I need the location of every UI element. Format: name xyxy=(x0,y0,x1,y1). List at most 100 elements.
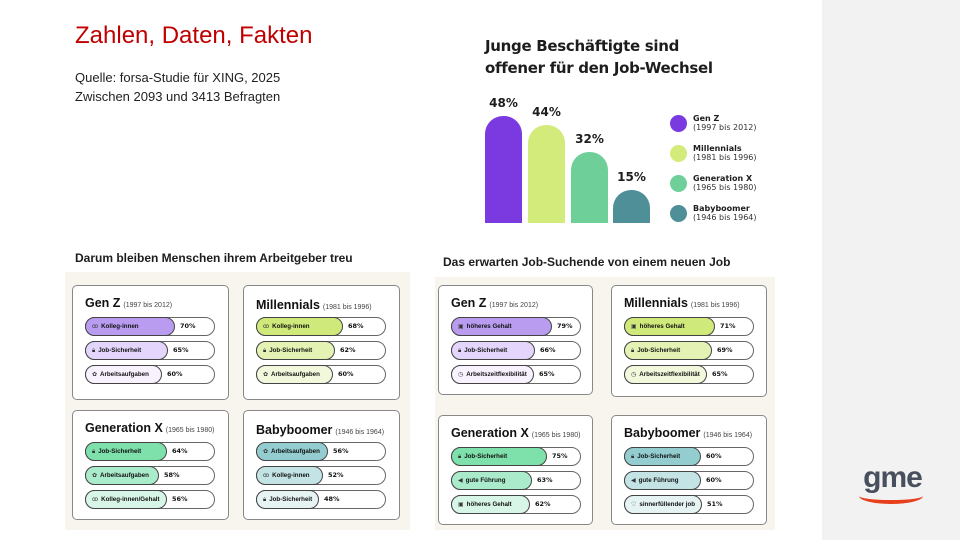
stat-percent: 65% xyxy=(539,370,555,378)
generation-years: (1965 bis 1980) xyxy=(531,432,581,439)
stat-label: Kolleg-innen xyxy=(272,323,310,330)
stat-percent: 48% xyxy=(324,495,340,503)
card-generation-x: Generation X (1965 bis 1980) 🔒︎ Job-Sicherh… xyxy=(438,415,593,525)
stat-fill: ◀ gute Führung xyxy=(624,471,701,490)
people-icon: ꝏ xyxy=(92,323,99,330)
stat-label: Arbeitsaufgaben xyxy=(100,371,149,378)
stat-bar: 🔒︎ Job-Sicherheit 66% xyxy=(451,341,581,360)
card-millennials: Millennials (1981 bis 1996) ꝏ Kolleg-innen 6… xyxy=(243,285,400,400)
stat-fill: ꝏ Kolleg-innen xyxy=(256,466,323,485)
stat-fill: ✿ Arbeitsaufgaben xyxy=(85,466,159,485)
respondents-text: Zwischen 2093 und 3413 Befragten xyxy=(75,89,281,104)
stat-percent: 60% xyxy=(706,452,722,460)
logo-text: gme xyxy=(863,461,923,494)
money-icon: ▣ xyxy=(458,323,464,330)
stat-bar: ▣ höheres Gehalt 71% xyxy=(624,317,754,336)
stat-bar: 🔒︎ Job-Sicherheit 48% xyxy=(256,490,386,509)
generation-years: (1946 bis 1964) xyxy=(703,432,753,439)
stat-fill: ◷ Arbeitszeitflexibilität xyxy=(624,365,707,384)
stat-percent: 64% xyxy=(172,447,188,455)
money-icon: ▣ xyxy=(458,501,464,508)
stat-label: gute Führung xyxy=(638,477,679,484)
logo-swoosh xyxy=(859,496,923,504)
card-millennials: Millennials (1981 bis 1996) ▣ höheres Gehal… xyxy=(611,285,767,397)
legend-item: Gen Z (1997 bis 2012) xyxy=(670,114,757,132)
bar-label: 32% xyxy=(575,131,604,146)
card-babyboomer: Babyboomer (1946 bis 1964) ✿ Arbeitsaufgabe… xyxy=(243,410,400,520)
legend-text: Generation X (1965 bis 1980) xyxy=(693,174,757,192)
stat-bar: ◀ gute Führung 60% xyxy=(624,471,754,490)
stat-fill: ◀ gute Führung xyxy=(451,471,532,490)
card-title: Generation X (1965 bis 1980) xyxy=(85,421,214,435)
chart-title: Junge Beschäftigte sind offener für den J… xyxy=(485,35,713,79)
stat-label: höheres Gehalt xyxy=(639,323,685,330)
stat-bar: 🔒︎ Job-Sicherheit 60% xyxy=(624,447,754,466)
megaphone-icon: ◀ xyxy=(458,477,463,484)
card-gen-z: Gen Z (1997 bis 2012) ▣ höheres Gehalt 79% 🔒︎… xyxy=(438,285,593,395)
stat-percent: 70% xyxy=(180,322,196,330)
stat-percent: 66% xyxy=(540,346,556,354)
stat-percent: 75% xyxy=(552,452,568,460)
generation-name: Babyboomer xyxy=(256,423,333,437)
stat-label: Kolleg-innen/Gehalt xyxy=(101,496,160,503)
stat-fill: 🔒︎ Job-Sicherheit xyxy=(85,442,167,461)
stat-label: Job-Sicherheit xyxy=(98,448,142,455)
stat-label: Job-Sicherheit xyxy=(98,347,142,354)
legend-years: (1946 bis 1964) xyxy=(693,213,757,222)
megaphone-icon: ◀ xyxy=(631,477,636,484)
generation-name: Generation X xyxy=(451,426,529,440)
legend-text: Millennials (1981 bis 1996) xyxy=(693,144,757,162)
legend-swatch xyxy=(670,144,687,162)
stat-bar: ▣ höheres Gehalt 79% xyxy=(451,317,581,336)
bar-2 xyxy=(571,151,608,223)
stat-bar: ✿ Arbeitsaufgaben 60% xyxy=(85,365,215,384)
section-heading-stay: Darum bleiben Menschen ihrem Arbeitgeber… xyxy=(75,251,353,265)
legend-swatch xyxy=(670,114,687,132)
legend-item: Babyboomer (1946 bis 1964) xyxy=(670,204,757,222)
side-strip xyxy=(822,0,960,540)
card-title: Generation X (1965 bis 1980) xyxy=(451,426,580,440)
stat-fill: 🔒︎ Job-Sicherheit xyxy=(451,447,547,466)
legend-label: Millennials xyxy=(693,144,742,153)
stat-bar: ◷ Arbeitszeitflexibilität 65% xyxy=(624,365,754,384)
lock-icon: 🔒︎ xyxy=(631,346,635,354)
stat-fill: ꝏ Kolleg-innen xyxy=(256,317,343,336)
bar-1 xyxy=(528,124,565,223)
generation-name: Millennials xyxy=(256,298,320,312)
stat-fill: 🔒︎ Job-Sicherheit xyxy=(451,341,535,360)
stat-fill: ꝏ Kolleg-innen/Gehalt xyxy=(85,490,167,509)
legend-text: Babyboomer (1946 bis 1964) xyxy=(693,204,757,222)
legend-swatch xyxy=(670,204,687,222)
legend-label: Babyboomer xyxy=(693,204,750,213)
stat-label: höheres Gehalt xyxy=(466,501,512,508)
card-title: Millennials (1981 bis 1996) xyxy=(624,296,740,310)
stat-fill: ▣ höheres Gehalt xyxy=(451,317,552,336)
stat-percent: 62% xyxy=(535,500,551,508)
stat-label: Kolleg-innen xyxy=(101,323,139,330)
bar-label: 44% xyxy=(532,104,561,119)
stat-percent: 60% xyxy=(706,476,722,484)
stat-bar: ✿ Arbeitsaufgaben 60% xyxy=(256,365,386,384)
puzzle-icon: ✿ xyxy=(92,472,98,479)
stat-label: höheres Gehalt xyxy=(466,323,512,330)
stat-fill: 🔒︎ Job-Sicherheit xyxy=(624,341,712,360)
stat-fill: ✿ Arbeitsaufgaben xyxy=(256,365,333,384)
people-icon: ꝏ xyxy=(263,472,270,479)
stat-label: Arbeitsaufgaben xyxy=(100,472,149,479)
stat-percent: 79% xyxy=(557,322,573,330)
legend-text: Gen Z (1997 bis 2012) xyxy=(693,114,757,132)
stat-label: Job-Sicherheit xyxy=(464,347,508,354)
stat-percent: 60% xyxy=(338,370,354,378)
stat-percent: 62% xyxy=(340,346,356,354)
chart-title-line2: offener für den Job-Wechsel xyxy=(485,59,713,77)
legend-label: Generation X xyxy=(693,174,753,183)
stat-fill: ▣ höheres Gehalt xyxy=(451,495,530,514)
slide-title: Zahlen, Daten, Fakten xyxy=(75,22,313,49)
lock-icon: 🔒︎ xyxy=(92,346,96,354)
stat-percent: 69% xyxy=(717,346,733,354)
stat-bar: ꝏ Kolleg-innen/Gehalt 56% xyxy=(85,490,215,509)
lock-icon: 🔒︎ xyxy=(458,452,462,460)
card-title: Babyboomer (1946 bis 1964) xyxy=(624,426,752,440)
stat-percent: 56% xyxy=(172,495,188,503)
stat-bar: ✿ Arbeitsaufgaben 56% xyxy=(256,442,386,461)
